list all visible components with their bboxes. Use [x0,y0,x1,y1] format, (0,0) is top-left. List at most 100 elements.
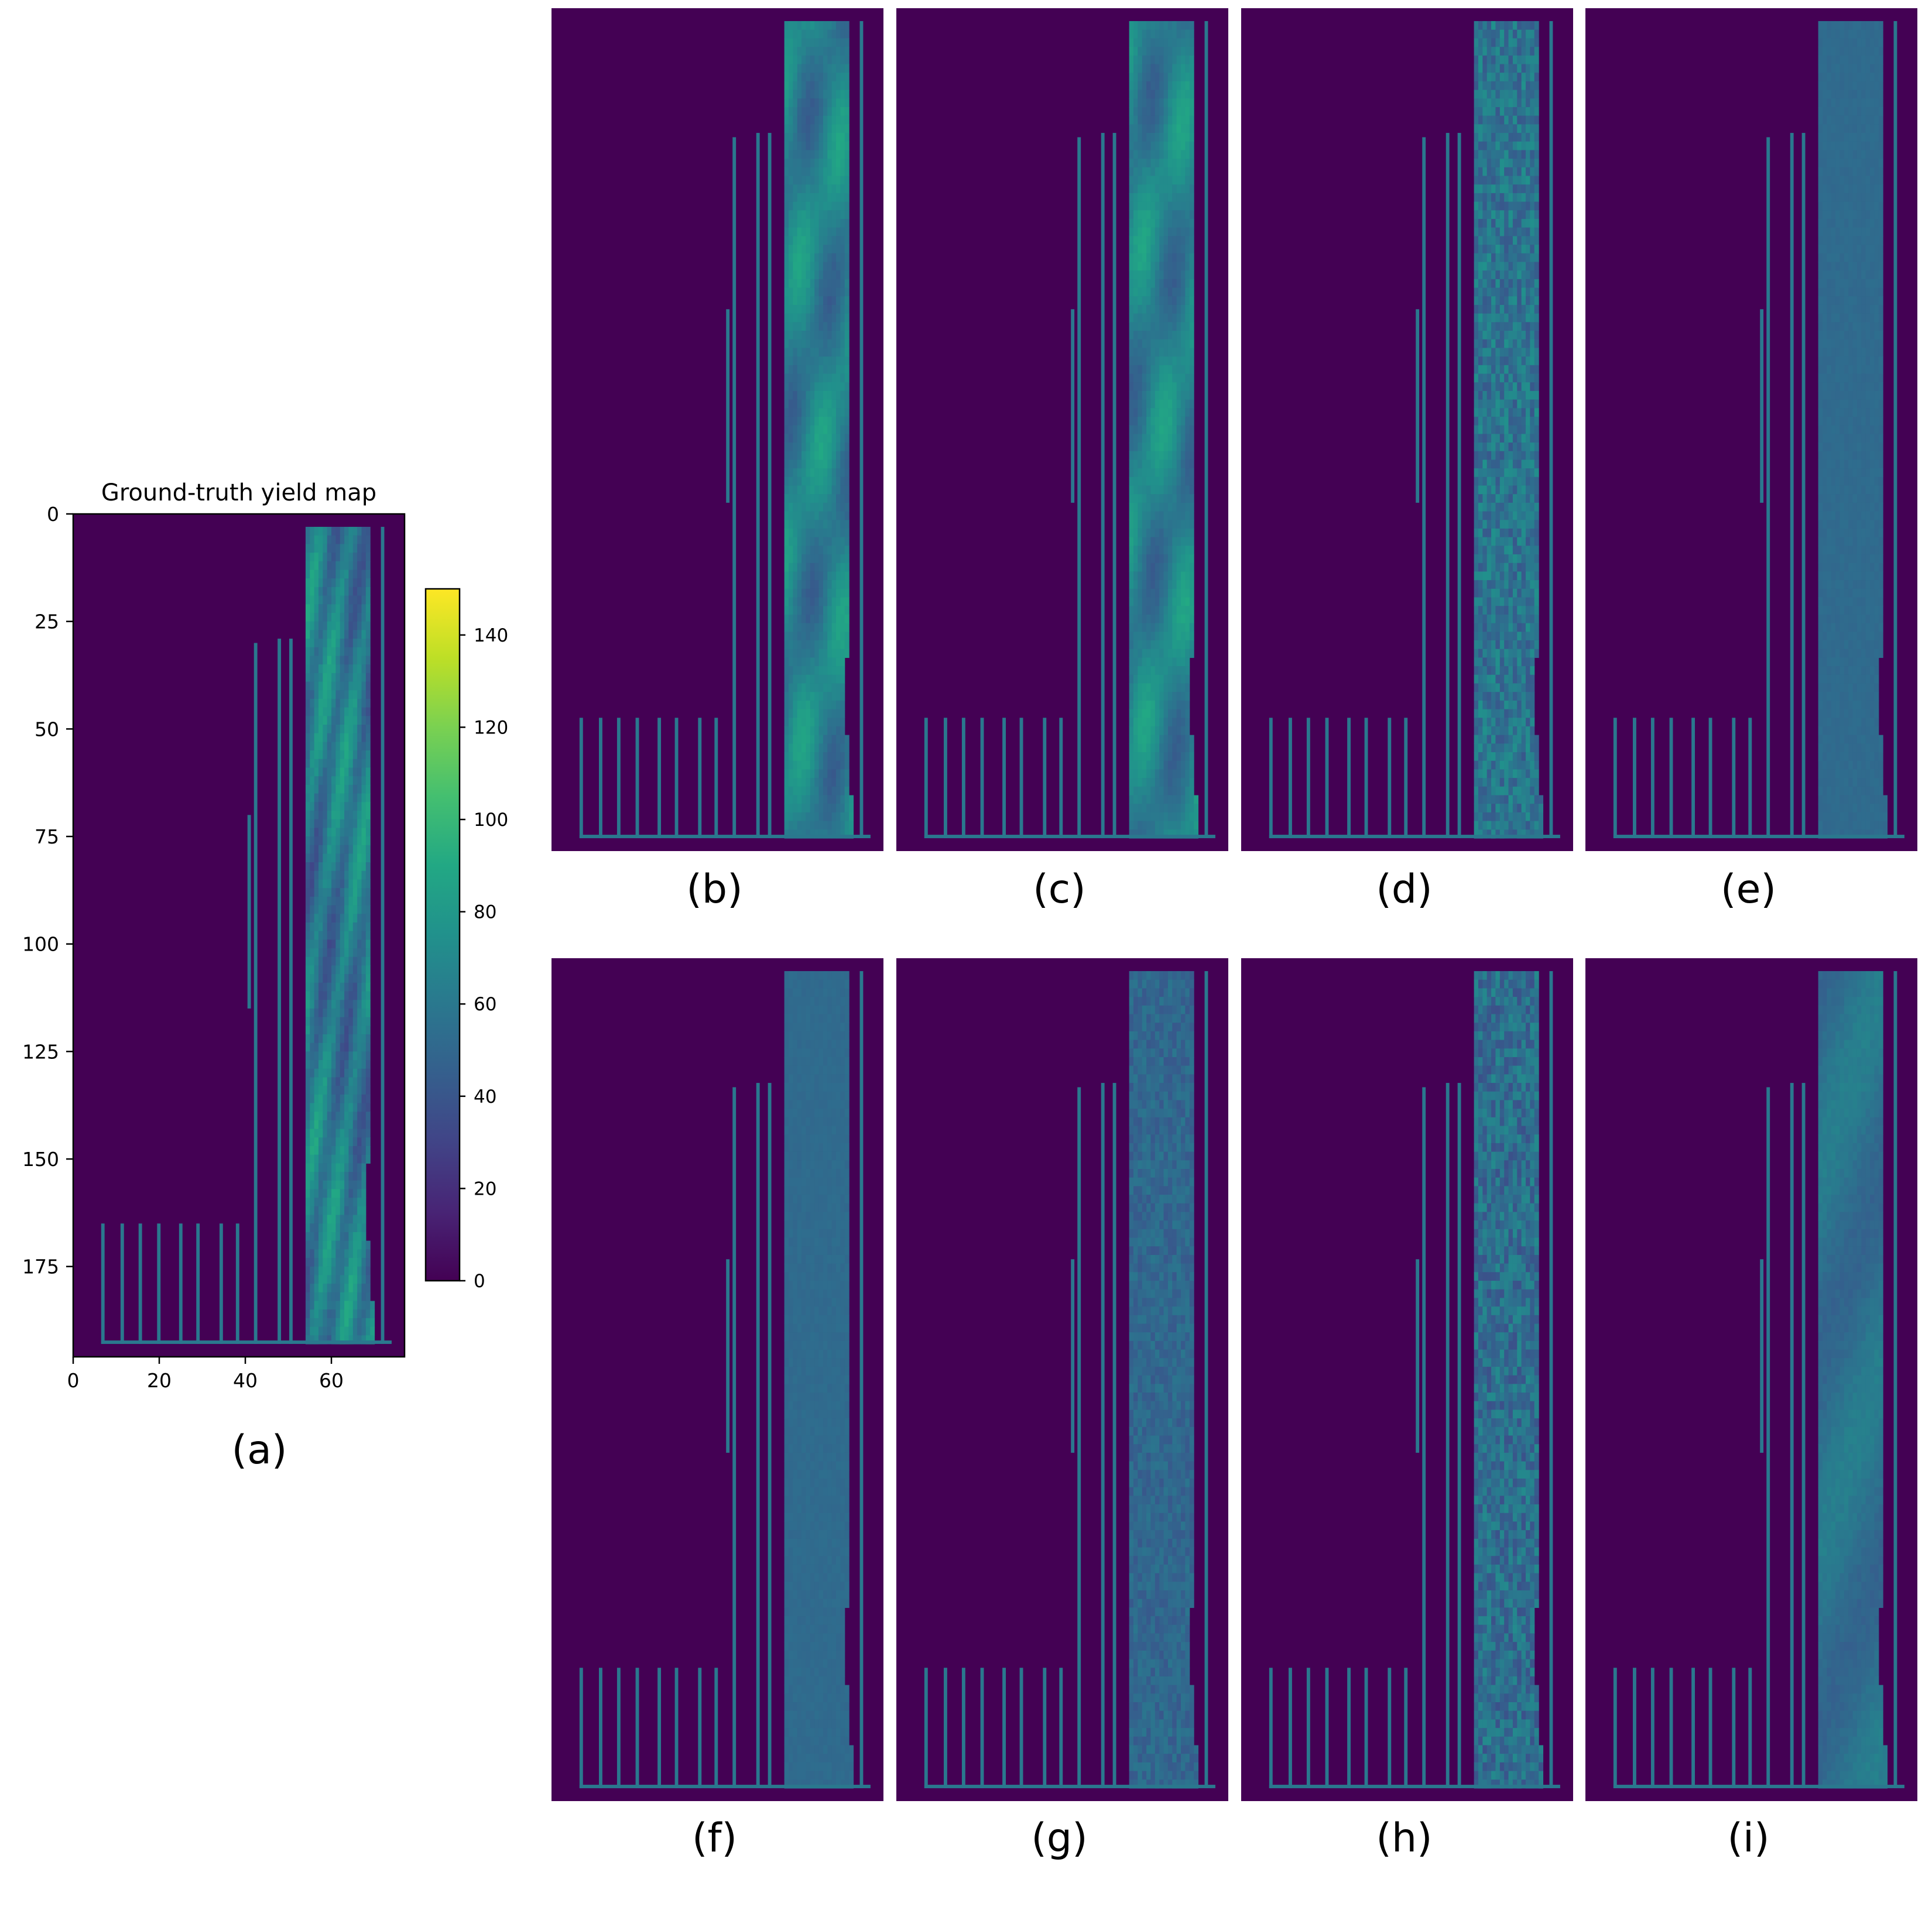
heatmap-cell [348,1017,354,1026]
heatmap-cell [1495,141,1501,151]
heatmap-cell [1534,115,1539,125]
heatmap-cell [806,124,811,133]
heatmap-cell [831,115,837,125]
heatmap-cell [1167,502,1173,512]
heatmap-cell [327,931,332,940]
boundary-line [101,1223,105,1344]
heatmap-cell [1133,64,1138,73]
heatmap-cell [1491,227,1496,236]
heatmap-cell [1504,245,1509,254]
heatmap-cell [801,90,807,99]
heatmap-cell [340,759,345,769]
heatmap-cell [1534,55,1539,65]
heatmap-cell [365,836,371,846]
heatmap-cell [310,956,315,966]
heatmap-cell [836,133,841,142]
heatmap-cell [810,55,815,65]
heatmap-cell [823,279,828,289]
heatmap-cell [1146,322,1152,331]
heatmap-cell [1129,821,1134,830]
heatmap-cell [810,537,815,546]
heatmap-cell [806,588,811,598]
heatmap-cell [806,752,811,762]
heatmap-cell [831,210,837,220]
heatmap-cell [784,38,789,47]
heatmap-cell [335,1026,341,1035]
heatmap-cell [365,1129,371,1138]
heatmap-cell [823,640,828,650]
heatmap-cell [1189,443,1194,452]
heatmap-cell [831,804,837,813]
heatmap-cell [831,640,837,650]
heatmap-cell [831,81,837,91]
heatmap-cell [844,245,849,254]
heatmap-cell [1129,356,1134,366]
heatmap-cell [365,810,371,820]
heatmap-cell [801,29,807,39]
heatmap-cell [1142,657,1147,667]
heatmap-cell [1185,107,1190,116]
heatmap-cell [836,718,841,727]
heatmap-cell [797,29,802,39]
heatmap-cell [1133,674,1138,684]
heatmap-cell [331,733,336,742]
heatmap-cell [1508,313,1513,323]
heatmap-cell [1150,829,1156,839]
heatmap-cell [840,159,845,168]
heatmap-cell [314,1034,319,1044]
heatmap-cell [840,270,845,280]
heatmap-cell [1534,38,1539,47]
heatmap-cell [789,73,793,82]
heatmap-cell [1163,141,1169,151]
heatmap-cell [814,159,820,168]
heatmap-cell [818,90,824,99]
heatmap-cell [801,253,807,263]
heatmap-cell [331,621,336,630]
heatmap-cell [789,778,793,787]
heatmap-cell [327,578,332,588]
heatmap-cell [1155,21,1160,30]
heatmap-cell [827,476,833,486]
heatmap-cell [318,553,323,562]
heatmap-cell [823,786,828,796]
heatmap-cell [314,793,319,803]
boundary-line [859,21,864,838]
heatmap-cell [1530,81,1535,91]
heatmap-cell [348,1077,354,1086]
heatmap-cell [1142,81,1147,91]
heatmap-cell [1482,29,1488,39]
heatmap-cell [1482,339,1488,348]
heatmap-cell [344,853,350,863]
heatmap-cell [797,571,802,581]
heatmap-cell [818,279,824,289]
heatmap-cell [1172,451,1177,461]
heatmap-cell [318,793,323,803]
heatmap-cell [348,750,354,760]
heatmap-cell [818,666,824,675]
heatmap-cell [1486,167,1492,177]
heatmap-cell [365,793,371,803]
heatmap-cell [331,1292,336,1302]
heatmap-cell [849,821,854,830]
heatmap-cell [806,520,811,529]
heatmap-cell [348,1180,354,1190]
heatmap-cell [1176,451,1181,461]
heatmap-cell [836,502,841,512]
heatmap-cell [357,1215,362,1224]
heatmap-cell [1508,29,1513,39]
heatmap-cell [840,752,845,762]
heatmap-cell [357,1206,362,1216]
heatmap-cell [1181,73,1186,82]
heatmap-cell [810,287,815,297]
heatmap-cell [352,1232,358,1242]
heatmap-cell [1146,520,1152,529]
heatmap-cell [1167,356,1173,366]
heatmap-cell [823,313,828,323]
heatmap-cell [340,587,345,596]
heatmap-cell [1189,331,1194,340]
heatmap-cell [1521,270,1526,280]
heatmap-cell [1150,365,1156,375]
heatmap-cell [1508,184,1513,194]
heatmap-cell [1129,408,1134,417]
heatmap-cell [318,1275,323,1284]
